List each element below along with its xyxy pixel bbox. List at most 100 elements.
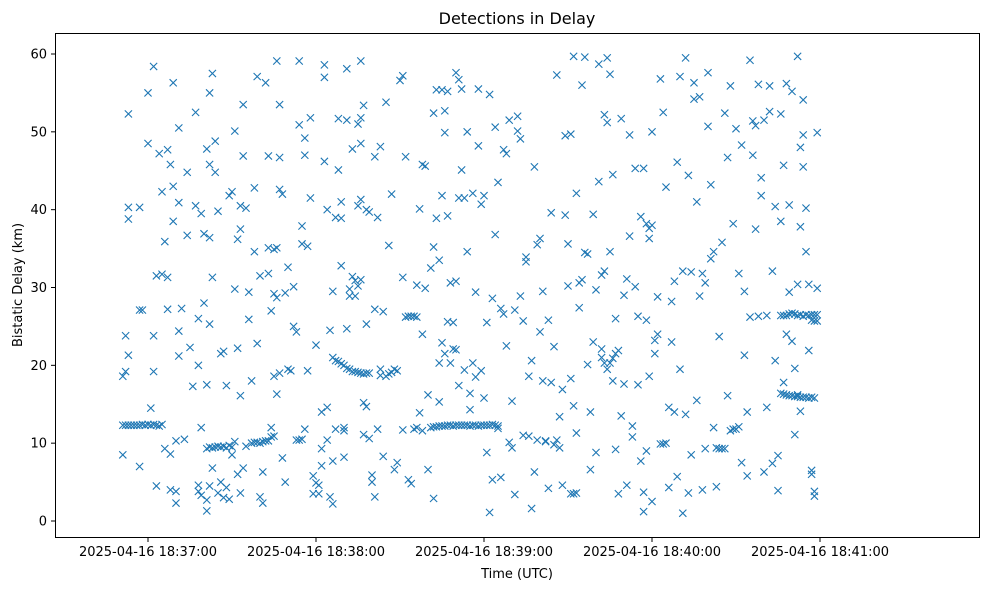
data-point [454, 381, 463, 390]
data-point [244, 315, 253, 324]
data-point [796, 222, 805, 231]
data-point [603, 53, 612, 62]
data-point [284, 263, 292, 272]
data-point [578, 275, 586, 284]
data-point [222, 483, 231, 492]
data-point [258, 499, 267, 508]
data-point [804, 346, 813, 355]
data-point [723, 391, 732, 400]
data-point [222, 381, 231, 390]
data-point [508, 397, 516, 406]
data-point [603, 118, 612, 127]
data-point [642, 316, 651, 325]
data-point [566, 374, 575, 383]
data-point [768, 267, 777, 276]
data-point [258, 467, 267, 476]
data-point [757, 173, 766, 182]
data-point [160, 237, 169, 246]
data-point [124, 351, 133, 360]
data-point [124, 203, 133, 212]
data-point [779, 378, 788, 387]
data-point [639, 164, 648, 173]
data-point [566, 130, 575, 139]
data-point [715, 332, 724, 341]
data-point [418, 426, 427, 435]
data-point [642, 446, 651, 455]
data-point [785, 201, 794, 209]
data-point [328, 499, 337, 508]
data-point [426, 264, 435, 273]
data-point [681, 410, 690, 419]
data-point [790, 430, 799, 439]
data-point [396, 76, 404, 85]
data-point [174, 327, 183, 336]
data-point [466, 389, 474, 398]
data-point [424, 465, 432, 474]
data-point [424, 390, 432, 399]
data-point [412, 313, 421, 322]
data-point [211, 443, 220, 452]
data-point [452, 345, 460, 354]
data-point [438, 191, 446, 200]
data-point [429, 243, 438, 252]
data-point [589, 210, 598, 219]
data-point [118, 421, 127, 430]
data-point [810, 394, 819, 403]
data-point [676, 365, 684, 374]
data-point [194, 361, 203, 370]
data-point [186, 343, 194, 352]
data-point [510, 306, 519, 315]
x-tick-label: 2025-04-16 18:37:00 [79, 545, 217, 560]
data-point [373, 425, 382, 434]
data-point [785, 288, 794, 297]
data-point [561, 211, 570, 220]
data-point [788, 337, 796, 346]
data-point [513, 112, 522, 121]
data-point [236, 201, 245, 210]
data-point [659, 108, 668, 117]
data-point [328, 287, 337, 296]
data-point [239, 151, 248, 160]
data-point [127, 421, 136, 430]
data-point [183, 168, 192, 177]
x-tick-label: 2025-04-16 18:40:00 [583, 545, 721, 560]
data-point [471, 421, 480, 430]
data-point [614, 346, 623, 355]
data-point [480, 421, 488, 430]
data-point [796, 407, 805, 416]
data-point [242, 442, 250, 451]
data-point [569, 52, 578, 61]
data-point [776, 109, 785, 118]
data-point [261, 78, 270, 87]
data-point [270, 372, 278, 381]
data-point [695, 292, 704, 301]
data-point [690, 95, 698, 104]
data-point [365, 369, 374, 378]
data-point [648, 127, 656, 136]
data-point [600, 110, 609, 119]
data-point [146, 404, 155, 413]
data-point [594, 60, 603, 69]
data-point [457, 165, 466, 174]
data-point [340, 423, 348, 432]
data-point [527, 356, 536, 365]
data-point [648, 497, 656, 506]
data-point [639, 507, 648, 516]
data-point [748, 151, 757, 160]
data-point [326, 492, 334, 501]
data-point [435, 256, 444, 265]
data-point [513, 127, 522, 136]
data-point [547, 378, 556, 387]
data-point [264, 269, 273, 278]
data-point [340, 453, 348, 462]
data-point [690, 78, 698, 87]
data-point [398, 71, 407, 80]
data-point [810, 316, 819, 325]
data-point [586, 465, 595, 474]
data-point [410, 312, 418, 321]
data-point [516, 292, 525, 301]
data-point [270, 432, 278, 441]
data-point [771, 356, 780, 365]
data-point [124, 215, 133, 223]
data-point [303, 366, 312, 375]
